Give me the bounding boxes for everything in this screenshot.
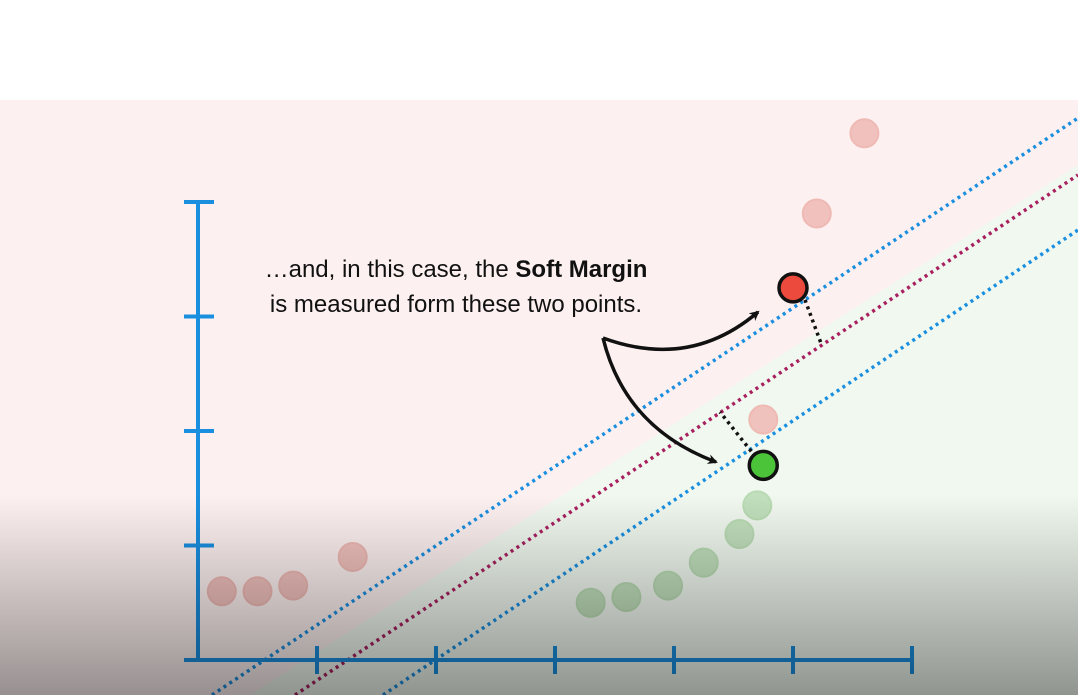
- curved-arrow-icon: [601, 337, 718, 464]
- caption-bold-margin: Margin: [568, 256, 648, 283]
- data-point: [849, 118, 880, 149]
- data-point: [801, 198, 832, 229]
- support-point-green: [747, 449, 779, 482]
- curved-arrow-icon: [602, 310, 760, 352]
- upper-margin-line: [211, 116, 1078, 695]
- support-point-red: [777, 272, 809, 304]
- bottom-fade: [0, 495, 1078, 695]
- red-margin-connector: [803, 299, 824, 347]
- green-margin-connector: [718, 410, 753, 453]
- data-point: [748, 404, 779, 435]
- caption-text-end: is measured form these two points.: [269, 291, 643, 318]
- annotation-caption: …and, in this case, the Soft Margin is m…: [262, 252, 650, 322]
- top-band: [0, 0, 1078, 100]
- caption-bold-soft: Soft: [515, 256, 563, 283]
- caption-text: …and, in this case, the: [264, 256, 516, 283]
